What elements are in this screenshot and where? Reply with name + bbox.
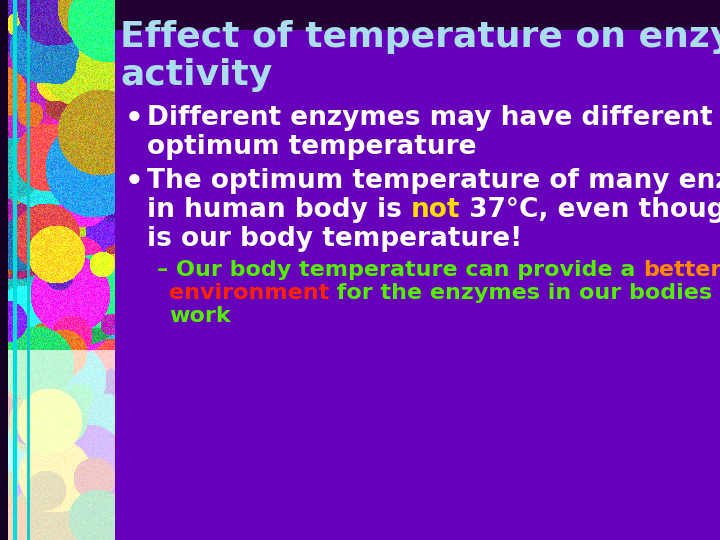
Text: Effect of temperature on enzyme: Effect of temperature on enzyme [120, 20, 720, 54]
Text: 37°C, even though this: 37°C, even though this [461, 197, 720, 223]
Text: The optimum temperature of many enzymes: The optimum temperature of many enzymes [147, 168, 720, 194]
Bar [0, 0, 8, 540]
Bar [115, 0, 720, 80]
Text: is our body temperature!: is our body temperature! [147, 226, 522, 252]
Text: •: • [125, 168, 144, 196]
Text: activity: activity [120, 58, 272, 92]
Text: in human body is: in human body is [147, 197, 411, 223]
Text: better: better [643, 260, 720, 280]
Text: not: not [411, 197, 461, 223]
Text: environment: environment [169, 283, 329, 303]
Text: – Our body temperature can provide a: – Our body temperature can provide a [157, 260, 643, 280]
Bar [0, 0, 720, 30]
Text: work: work [169, 306, 230, 326]
Text: optimum temperature: optimum temperature [147, 134, 477, 160]
Text: Different enzymes may have different: Different enzymes may have different [147, 105, 713, 131]
Text: for the enzymes in our bodies to: for the enzymes in our bodies to [329, 283, 720, 303]
Text: •: • [125, 105, 144, 133]
